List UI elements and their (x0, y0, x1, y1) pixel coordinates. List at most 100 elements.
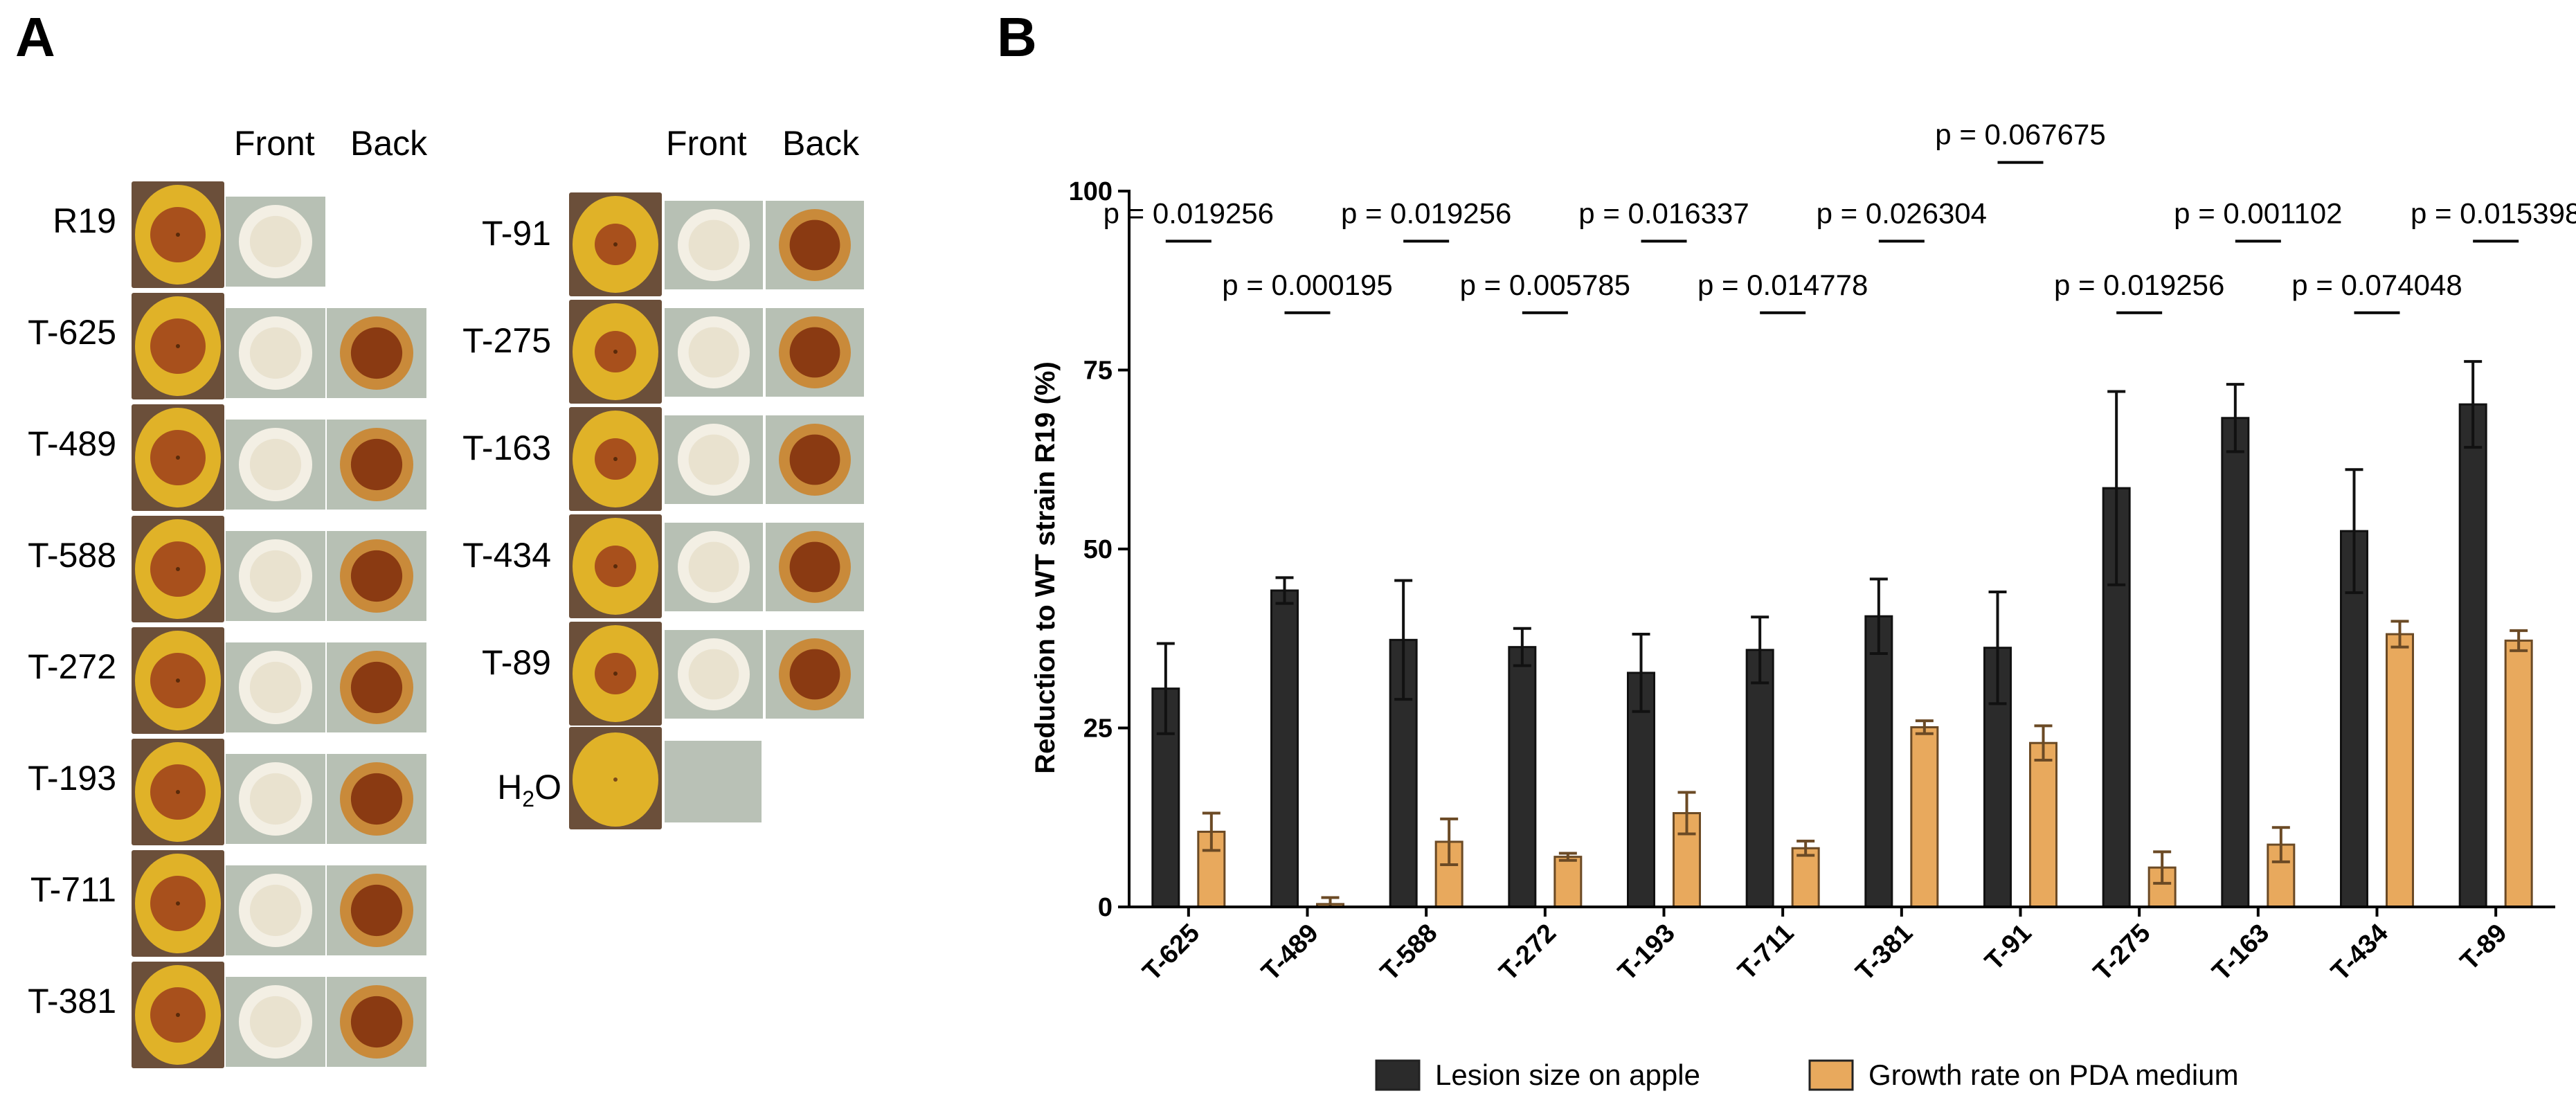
x-tick-label: T-272 (1494, 919, 1562, 987)
plate-front-photo-t-91 (665, 201, 763, 289)
p-value-label: p = 0.067675 (1935, 118, 2105, 151)
plate-back-photo-t-711 (327, 865, 426, 955)
strain-label-t-588: T-588 (28, 536, 116, 575)
y-tick-label: 25 (1083, 714, 1113, 744)
strain-label-t-163: T-163 (462, 429, 551, 467)
apple-photo-t-711 (132, 850, 224, 957)
x-tick-label: T-434 (2325, 919, 2393, 987)
plate-back-photo-t-434 (766, 523, 864, 611)
strain-label-t-272: T-272 (28, 647, 116, 686)
lesion-bar-t-272 (1508, 646, 1537, 908)
water-control-plate-photo (665, 741, 762, 822)
apple-photo-t-434 (569, 514, 662, 618)
plate-front-photo-t-489 (226, 420, 325, 510)
x-tick-label: T-489 (1256, 919, 1324, 987)
plate-front-photo-t-381 (226, 977, 325, 1067)
panel-a-letter: A (15, 6, 55, 68)
x-tick-label: T-91 (1979, 919, 2037, 976)
apple-photo-t-489 (132, 404, 224, 511)
plate-back-photo-t-625 (327, 308, 426, 398)
apple-photo-t-275 (569, 300, 662, 404)
strain-label-t-625: T-625 (28, 313, 116, 352)
left-back-header: Back (350, 124, 428, 163)
plate-front-photo-t-588 (226, 531, 325, 621)
x-tick-label: T-275 (2088, 919, 2156, 987)
lesion-bar-t-381 (1864, 615, 1893, 908)
x-tick-label: T-625 (1137, 919, 1205, 987)
right-front-header: Front (666, 124, 747, 163)
strain-label-t-711: T-711 (30, 870, 116, 909)
plate-back-photo-t-89 (766, 630, 864, 719)
panel-b-letter: B (997, 6, 1037, 68)
y-axis-label: Reduction to WT strain R19 (%) (1030, 361, 1061, 774)
strain-label-t-275: T-275 (462, 321, 551, 360)
p-value-label: p = 0.019256 (1104, 197, 1274, 229)
strain-label-r19: R19 (53, 201, 116, 240)
x-tick-label: T-163 (2207, 919, 2275, 987)
growth-bar-t-272 (1553, 856, 1583, 908)
lesion-bar-t-89 (2458, 403, 2487, 908)
x-tick-label: T-89 (2455, 919, 2512, 976)
left-front-header: Front (234, 124, 315, 163)
apple-photo-t-625 (132, 293, 224, 399)
x-tick-label: T-711 (1733, 919, 1800, 986)
plate-front-photo-t-625 (226, 308, 325, 398)
lesion-bar-t-489 (1270, 589, 1299, 908)
legend-label-lesion: Lesion size on apple (1435, 1059, 1700, 1091)
p-value-label: p = 0.019256 (2054, 269, 2224, 301)
p-value-label: p = 0.005785 (1460, 269, 1630, 301)
plate-back-photo-t-381 (327, 977, 426, 1067)
y-tick-label: 50 (1083, 535, 1113, 564)
p-value-label: p = 0.016337 (1578, 197, 1749, 229)
p-value-label: p = 0.026304 (1817, 197, 1987, 229)
apple-photo-t-193 (132, 739, 224, 845)
plate-front-photo-t-89 (665, 630, 763, 719)
lesion-bar-t-711 (1745, 649, 1774, 908)
strain-label-t-193: T-193 (28, 759, 116, 798)
strain-label-t-489: T-489 (28, 424, 116, 463)
x-tick-label: T-193 (1612, 919, 1680, 987)
water-control-label: H2O (497, 768, 561, 811)
p-value-label: p = 0.019256 (1341, 197, 1511, 229)
x-tick-label: T-381 (1850, 919, 1918, 987)
plate-back-photo-t-272 (327, 642, 426, 732)
apple-photo-t-588 (132, 516, 224, 622)
growth-bar-t-711 (1791, 847, 1820, 908)
plate-back-photo-t-275 (766, 308, 864, 397)
plate-front-photo-t-193 (226, 754, 325, 844)
strain-label-t-91: T-91 (481, 214, 551, 253)
legend-label-growth: Growth rate on PDA medium (1868, 1059, 2239, 1091)
plate-front-photo-t-163 (665, 415, 763, 504)
y-tick-label: 100 (1069, 177, 1113, 206)
apple-photo-t-381 (132, 962, 224, 1068)
p-value-label: p = 0.014778 (1697, 269, 1868, 301)
growth-bar-t-89 (2504, 639, 2533, 908)
strain-label-t-434: T-434 (462, 536, 551, 575)
bar-chart: p = 0.019256 p = 0.000195 p = 0.019256 p = … (1030, 118, 2576, 1091)
apple-photo-t-163 (569, 407, 662, 511)
plate-back-photo-t-193 (327, 754, 426, 844)
growth-bar-t-91 (2029, 741, 2057, 908)
plate-front-photo-t-711 (226, 865, 325, 955)
plate-back-photo-t-588 (327, 531, 426, 621)
plate-front-photo-t-275 (665, 308, 763, 397)
y-tick-label: 75 (1083, 357, 1113, 386)
apple-photo-t-272 (132, 627, 224, 734)
plate-front-photo-t-434 (665, 523, 763, 611)
plate-front-photo-t-272 (226, 642, 325, 732)
p-value-label: p = 0.001102 (2174, 197, 2342, 229)
x-tick-label: T-588 (1375, 919, 1443, 987)
strain-label-t-381: T-381 (28, 982, 116, 1020)
apple-photo-r19 (132, 181, 224, 288)
lesion-bar-t-163 (2221, 417, 2250, 908)
y-tick-label: 0 (1098, 893, 1113, 922)
apple-photo-t-91 (569, 192, 662, 296)
plate-front-photo-r19 (226, 197, 325, 287)
apple-photo-t-89 (569, 622, 662, 726)
p-value-label: p = 0.000195 (1222, 269, 1392, 301)
plate-back-photo-t-489 (327, 420, 426, 510)
legend-swatch-lesion (1375, 1059, 1421, 1091)
legend-swatch-growth (1808, 1059, 1854, 1091)
water-control-apple-photo (569, 727, 662, 829)
right-back-header: Back (782, 124, 860, 163)
